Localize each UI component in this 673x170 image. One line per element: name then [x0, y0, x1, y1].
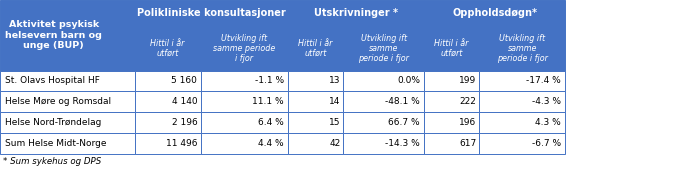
- Bar: [479, 112, 565, 133]
- Bar: [0, 112, 135, 133]
- Text: -1.1 %: -1.1 %: [254, 76, 284, 86]
- Bar: [343, 133, 424, 154]
- Text: -48.1 %: -48.1 %: [385, 97, 420, 106]
- Bar: [424, 71, 479, 91]
- Text: 0.0%: 0.0%: [397, 76, 420, 86]
- Bar: [288, 91, 343, 112]
- Bar: [0, 91, 135, 112]
- Text: Utvikling ift
samme
periode i fjor: Utvikling ift samme periode i fjor: [358, 34, 409, 63]
- Bar: [288, 0, 424, 27]
- Text: Utskrivninger *: Utskrivninger *: [314, 8, 398, 18]
- Bar: [135, 71, 201, 91]
- Text: * Sum sykehus og DPS: * Sum sykehus og DPS: [3, 157, 101, 166]
- Bar: [424, 0, 565, 27]
- Bar: [135, 0, 288, 27]
- Bar: [201, 27, 288, 71]
- Text: -4.3 %: -4.3 %: [532, 97, 561, 106]
- Text: 11.1 %: 11.1 %: [252, 97, 284, 106]
- Text: 5 160: 5 160: [172, 76, 197, 86]
- Text: -17.4 %: -17.4 %: [526, 76, 561, 86]
- Text: 66.7 %: 66.7 %: [388, 118, 420, 127]
- Bar: [201, 112, 288, 133]
- Bar: [479, 91, 565, 112]
- Text: 14: 14: [329, 97, 341, 106]
- Text: Oppholdsdøgn*: Oppholdsdøgn*: [452, 8, 537, 18]
- Bar: [135, 112, 201, 133]
- Text: 199: 199: [459, 76, 476, 86]
- Text: 2 196: 2 196: [172, 118, 197, 127]
- Bar: [135, 133, 201, 154]
- Text: Hittil i år
utført: Hittil i år utført: [150, 39, 185, 58]
- Bar: [424, 27, 479, 71]
- Bar: [479, 71, 565, 91]
- Text: Utvikling ift
samme periode
i fjor: Utvikling ift samme periode i fjor: [213, 34, 275, 63]
- Text: Helse Møre og Romsdal: Helse Møre og Romsdal: [5, 97, 112, 106]
- Bar: [0, 71, 135, 91]
- Text: Utvikling ift
samme
periode i fjor: Utvikling ift samme periode i fjor: [497, 34, 548, 63]
- Bar: [343, 27, 424, 71]
- Text: Sum Helse Midt-Norge: Sum Helse Midt-Norge: [5, 139, 107, 148]
- Text: St. Olavs Hospital HF: St. Olavs Hospital HF: [5, 76, 100, 86]
- Bar: [479, 27, 565, 71]
- Bar: [424, 91, 479, 112]
- Bar: [343, 71, 424, 91]
- Text: Hittil i år
utført: Hittil i år utført: [434, 39, 469, 58]
- Bar: [424, 112, 479, 133]
- Bar: [288, 71, 343, 91]
- Text: 11 496: 11 496: [166, 139, 197, 148]
- Text: 13: 13: [329, 76, 341, 86]
- Text: 617: 617: [459, 139, 476, 148]
- Text: 196: 196: [459, 118, 476, 127]
- Bar: [479, 133, 565, 154]
- Text: Aktivitet psykisk
helsevern barn og
unge (BUP): Aktivitet psykisk helsevern barn og unge…: [5, 20, 102, 50]
- Bar: [201, 71, 288, 91]
- Text: 6.4 %: 6.4 %: [258, 118, 284, 127]
- Text: 15: 15: [329, 118, 341, 127]
- Bar: [288, 112, 343, 133]
- Bar: [288, 27, 343, 71]
- Text: 222: 222: [460, 97, 476, 106]
- Text: Polikliniske konsultasjoner: Polikliniske konsultasjoner: [137, 8, 286, 18]
- Text: 4.4 %: 4.4 %: [258, 139, 284, 148]
- Text: -14.3 %: -14.3 %: [385, 139, 420, 148]
- Bar: [0, 133, 135, 154]
- Bar: [343, 91, 424, 112]
- Text: 4.3 %: 4.3 %: [535, 118, 561, 127]
- Bar: [343, 112, 424, 133]
- Bar: [0, 0, 135, 71]
- Bar: [288, 133, 343, 154]
- Text: Helse Nord-Trøndelag: Helse Nord-Trøndelag: [5, 118, 102, 127]
- Text: Hittil i år
utført: Hittil i år utført: [298, 39, 333, 58]
- Text: 4 140: 4 140: [172, 97, 197, 106]
- Bar: [424, 133, 479, 154]
- Bar: [135, 91, 201, 112]
- Bar: [201, 91, 288, 112]
- Bar: [201, 133, 288, 154]
- Text: -6.7 %: -6.7 %: [532, 139, 561, 148]
- Text: 42: 42: [329, 139, 341, 148]
- Bar: [135, 27, 201, 71]
